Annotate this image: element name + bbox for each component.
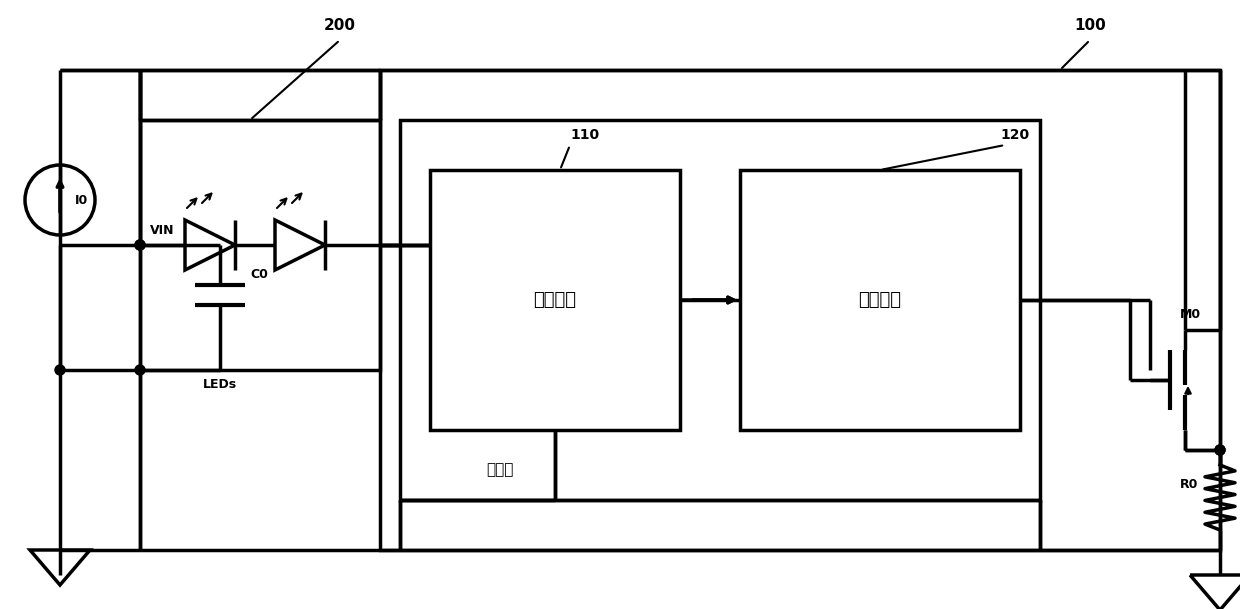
Text: I0: I0 — [74, 194, 88, 206]
Text: C0: C0 — [250, 269, 268, 281]
Circle shape — [135, 240, 145, 250]
Bar — [430, 170, 680, 430]
Text: 200: 200 — [324, 18, 356, 32]
Text: VIN: VIN — [150, 224, 175, 236]
Bar — [401, 120, 1040, 500]
Text: LEDs: LEDs — [203, 379, 237, 392]
Circle shape — [1215, 445, 1225, 455]
Circle shape — [55, 365, 64, 375]
Circle shape — [135, 240, 145, 250]
Bar — [379, 70, 1220, 550]
Text: 控制模块: 控制模块 — [858, 291, 901, 309]
Circle shape — [135, 365, 145, 375]
Circle shape — [1215, 445, 1225, 455]
Bar — [140, 120, 379, 370]
Text: R0: R0 — [1180, 479, 1198, 491]
Text: M0: M0 — [1180, 309, 1202, 322]
Bar — [740, 170, 1021, 430]
Text: 110: 110 — [570, 128, 599, 142]
Text: 采样模块: 采样模块 — [533, 291, 577, 309]
Text: 120: 120 — [999, 128, 1029, 142]
Text: 控制器: 控制器 — [486, 462, 513, 477]
Text: 100: 100 — [1074, 18, 1106, 32]
